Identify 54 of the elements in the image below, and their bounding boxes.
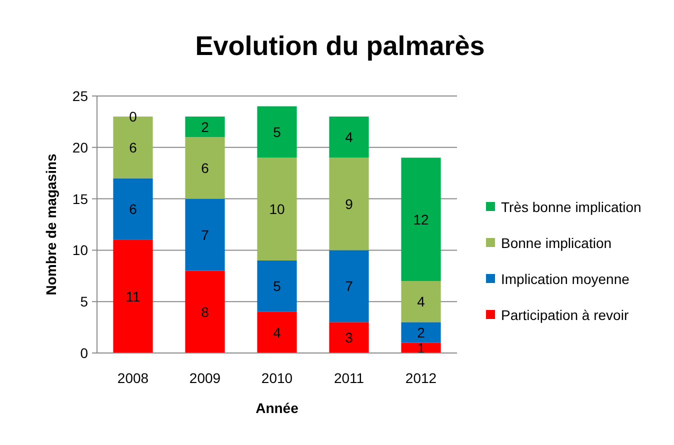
- bar: [401, 158, 441, 282]
- y-tick-label: 5: [80, 294, 88, 310]
- bar: [113, 178, 153, 240]
- data-label: 11: [126, 288, 140, 304]
- data-label: 5: [273, 124, 282, 140]
- data-label: 4: [345, 129, 354, 146]
- legend-label: Bonne implication: [501, 235, 612, 251]
- data-label: 9: [345, 196, 354, 212]
- x-tick-label: 2010: [261, 370, 293, 386]
- bar: [329, 322, 369, 353]
- bar: [329, 158, 369, 250]
- x-axis-title: Année: [256, 400, 299, 416]
- x-tick-label: 2009: [189, 370, 221, 386]
- chart-title: Evolution du palmarès: [195, 31, 485, 61]
- y-tick-label: 15: [72, 190, 88, 207]
- legend-label: Implication moyenne: [501, 271, 630, 287]
- data-label: 6: [129, 201, 138, 218]
- bar: [257, 106, 297, 158]
- bar: [185, 137, 225, 199]
- x-tick-label: 2012: [405, 370, 437, 386]
- y-tick-label: 20: [72, 139, 88, 156]
- bar: [185, 270, 225, 353]
- bar: [401, 281, 441, 322]
- bar: [257, 260, 297, 312]
- data-label: 10: [269, 201, 285, 218]
- data-label: 2: [417, 324, 426, 340]
- y-tick-label: 0: [80, 345, 88, 361]
- data-label: 3: [345, 330, 354, 346]
- data-label: 12: [413, 211, 429, 228]
- data-label: 6: [201, 160, 210, 176]
- data-label: 7: [345, 278, 354, 294]
- data-label: 2: [201, 118, 210, 135]
- y-tick-label: 25: [72, 88, 88, 104]
- data-label: 8: [201, 304, 210, 320]
- legend-label: Participation à revoir: [501, 307, 629, 323]
- y-tick-label: 10: [72, 242, 88, 258]
- data-label: 6: [129, 139, 138, 156]
- bar: [257, 158, 297, 260]
- data-label: 5: [273, 278, 282, 294]
- bar: [401, 342, 441, 353]
- bar: [401, 322, 441, 343]
- data-label: 7: [201, 226, 210, 243]
- bar: [113, 240, 153, 353]
- bar: [185, 198, 225, 271]
- data-label: 4: [273, 324, 282, 340]
- bar: [329, 116, 369, 158]
- bar: [257, 312, 297, 353]
- x-tick-label: 2008: [117, 370, 149, 386]
- x-tick-label: 2011: [334, 370, 364, 386]
- y-axis-title: Nombre de magasins: [43, 153, 59, 296]
- legend-label: Très bonne implication: [501, 199, 642, 215]
- bar: [329, 250, 369, 322]
- data-label: 4: [417, 294, 426, 310]
- bar: [185, 116, 225, 138]
